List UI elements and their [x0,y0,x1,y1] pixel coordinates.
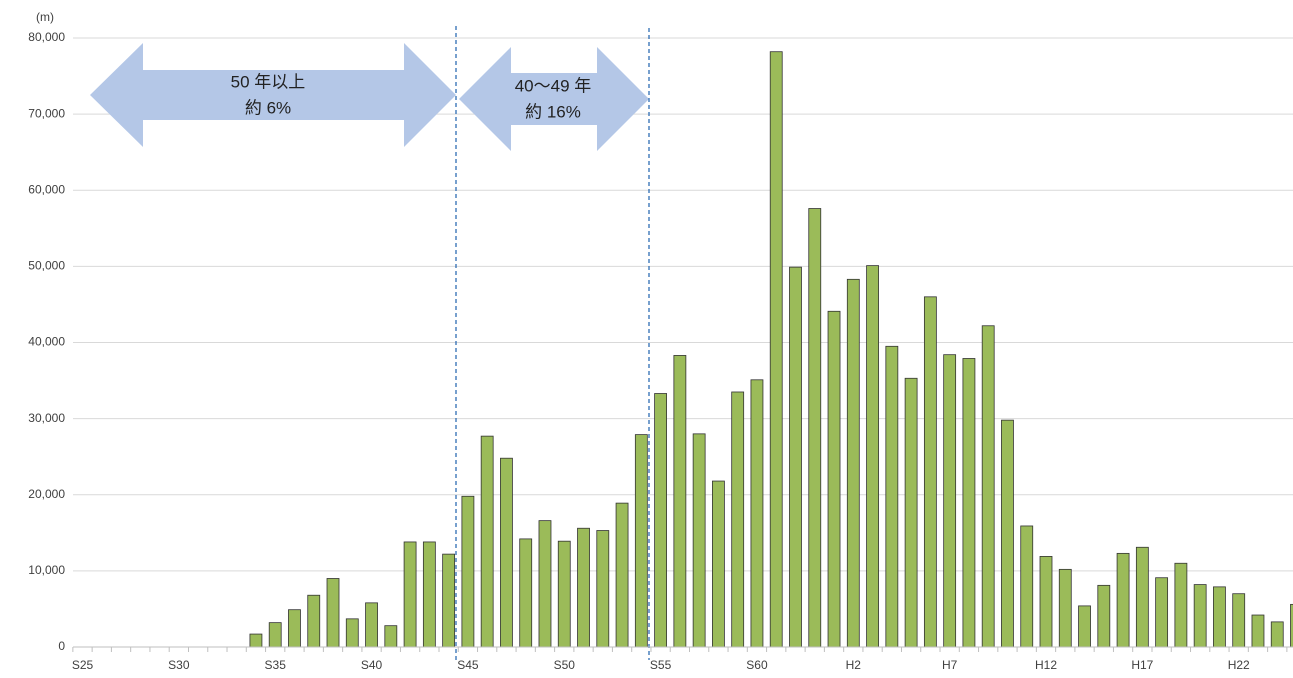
bar [1135,546,1149,648]
bar [981,325,995,648]
y-tick-label: 10,000 [28,563,65,577]
bar [1213,586,1226,648]
bar [500,457,513,648]
y-tick-label: 70,000 [28,106,65,120]
bar [307,594,321,648]
x-tick-label: S35 [265,658,287,672]
bar [634,434,648,648]
bar [808,208,822,648]
bar [712,480,725,648]
bar [885,345,899,648]
bar [731,391,745,648]
bar [519,538,533,648]
bar [288,609,301,648]
x-tick-label: S30 [168,658,190,672]
y-tick-label: 60,000 [28,182,65,196]
bar [442,553,456,648]
x-tick-label: H7 [942,658,958,672]
x-tick-label: H2 [846,658,862,672]
bar [769,51,783,648]
bar [904,377,918,648]
bar [480,435,494,648]
x-tick-label: S40 [361,658,383,672]
bar [1270,621,1284,648]
bar [1001,419,1014,648]
x-tick-label: S60 [746,658,768,672]
bar [615,502,629,648]
bar [866,265,879,648]
bar [249,633,263,648]
annotation: 約 16% [525,102,581,121]
annotation: 50 年以上 [231,72,306,91]
y-tick-label: 0 [58,639,65,653]
bar [403,541,417,648]
bar [1232,593,1246,648]
bar [673,355,687,648]
bar [750,379,764,648]
y-tick-label: 40,000 [28,335,65,349]
y-tick-label: 80,000 [28,30,65,44]
bar [1174,562,1188,648]
bar [1020,525,1034,648]
bar [557,540,571,648]
bar [326,578,340,648]
annotation: 40～49 年 [515,76,592,95]
bar [1251,614,1265,648]
bar [1039,556,1053,648]
x-tick-label: S25 [72,658,94,672]
x-tick-label: S55 [650,658,672,672]
bar [1116,552,1130,648]
bar [692,433,706,648]
bar [268,622,282,648]
x-tick-label: H12 [1035,658,1057,672]
grid [73,37,1293,648]
bar [943,354,957,648]
bar [538,520,552,648]
y-tick-label: 50,000 [28,259,65,273]
x-tick-label: H17 [1131,658,1153,672]
bar [365,602,378,648]
bar [345,618,359,648]
bar [1155,577,1169,648]
y-tick-label: 30,000 [28,411,65,425]
bar [1078,605,1091,648]
bar [577,527,590,648]
bar [384,625,398,648]
annotation: 約 6% [245,98,291,117]
bar [846,278,860,648]
bar [654,393,667,648]
bar [461,495,475,648]
unit-label: (m) [36,10,54,24]
x-tick-label: H22 [1228,658,1250,672]
bar [596,530,610,648]
bar [1058,568,1072,648]
arrow [90,43,456,147]
y-tick-label: 20,000 [28,487,65,501]
bar [962,358,976,648]
x-tick-label: S45 [457,658,479,672]
bar [422,541,436,648]
bar [1193,584,1207,648]
bar [923,296,937,648]
bar [827,310,841,648]
bar [1290,603,1293,648]
arrow [459,47,649,151]
x-tick-label: S50 [554,658,576,672]
bar [789,266,802,648]
bar [1097,584,1111,648]
